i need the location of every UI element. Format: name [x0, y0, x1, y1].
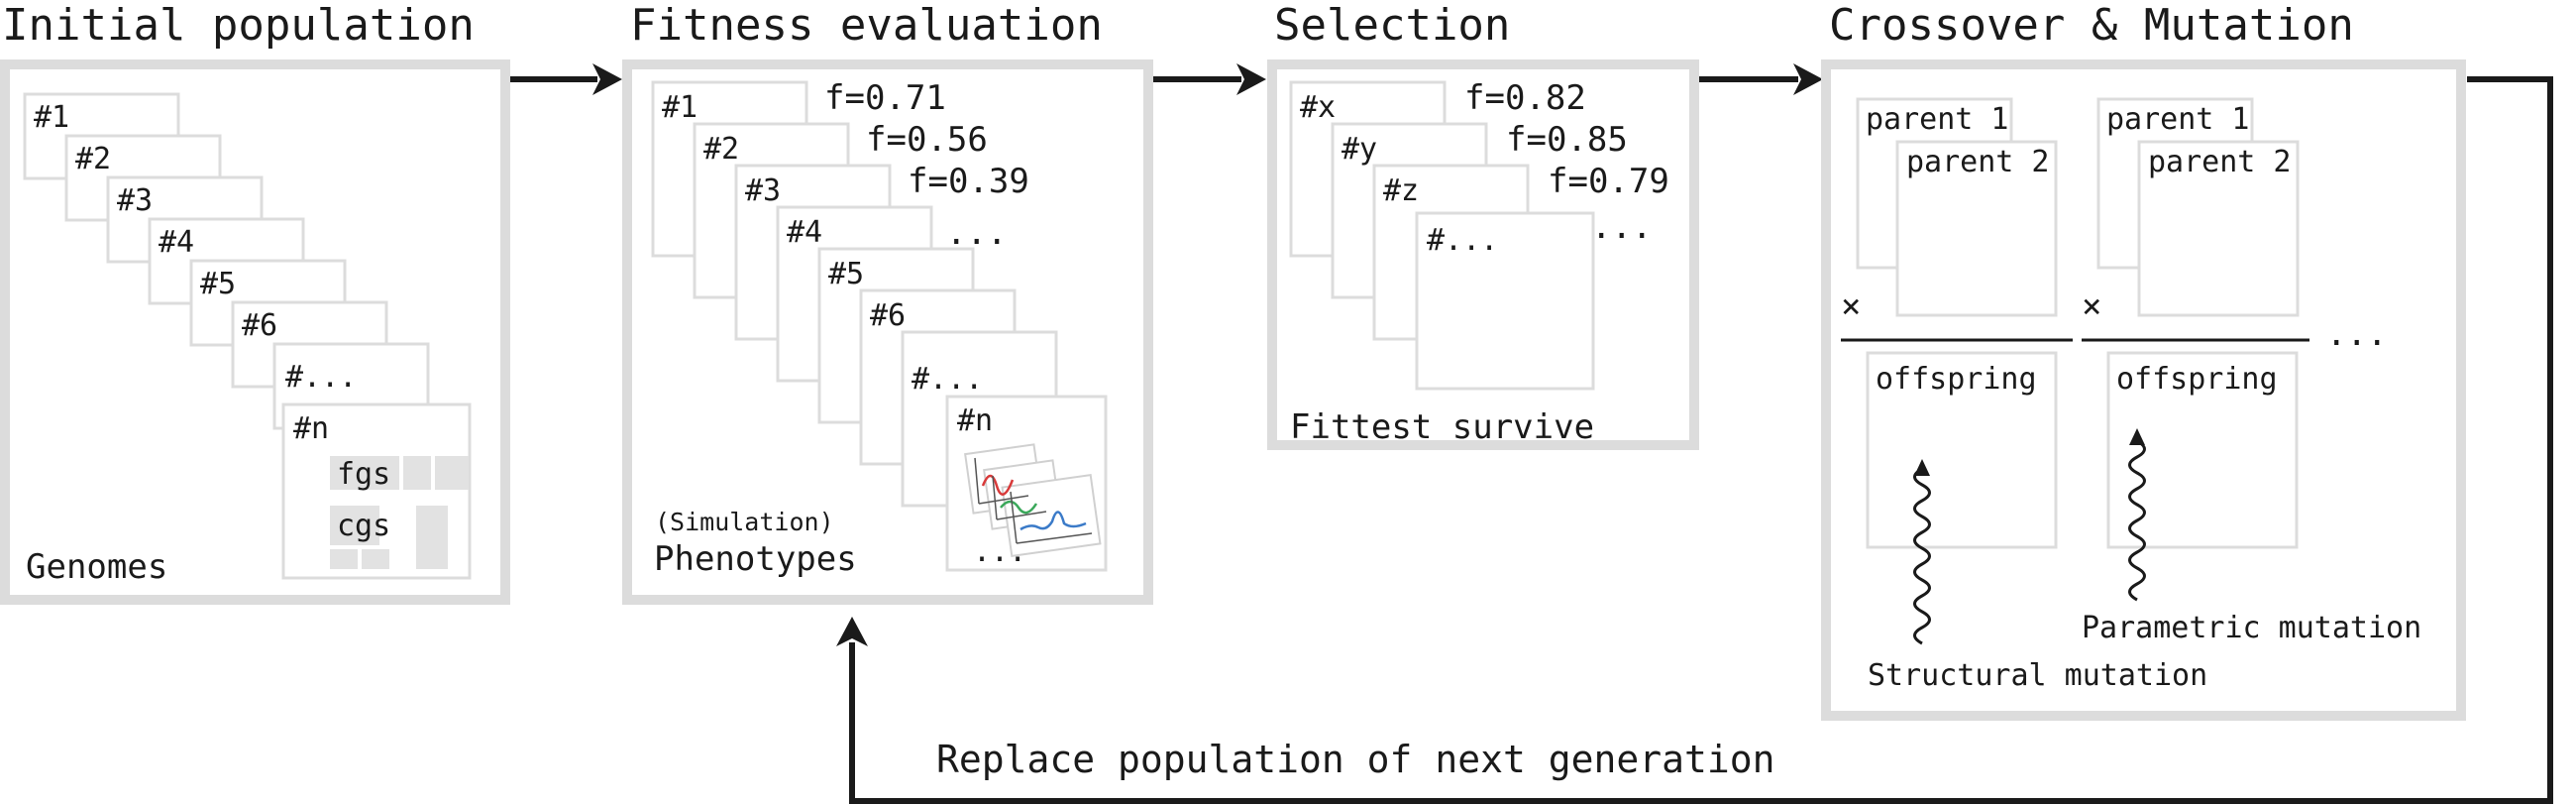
gene-label-cgs: cgs — [337, 509, 390, 543]
parametric-mutation-arrow — [2128, 439, 2146, 602]
genome-card-label: #2 — [75, 142, 111, 176]
caption-fittest-survive: Fittest survive — [1290, 407, 1594, 447]
phenotype-card-label: #3 — [745, 173, 781, 208]
gene-block — [435, 456, 469, 490]
selected-fitness-score: f=0.85 — [1506, 120, 1628, 160]
selected-fitness-score: ... — [1591, 207, 1652, 247]
genome-card-label: #... — [285, 360, 357, 395]
gene-block — [330, 506, 379, 545]
phenotype-card-label: #... — [912, 362, 983, 397]
offspring-label: offspring — [1876, 362, 2037, 397]
phenotype-card-label: #4 — [787, 215, 822, 250]
fitness-score: f=0.39 — [908, 162, 1029, 201]
flow-arrow — [1153, 63, 1266, 95]
flow-arrow — [1699, 63, 1823, 95]
gene-block — [403, 456, 431, 490]
structural-mutation-arrow — [1913, 467, 1931, 645]
gene-block — [416, 506, 448, 569]
crossover-cross-icon: × — [1841, 287, 1861, 326]
gene-label-fgs: fgs — [337, 457, 390, 492]
selected-card-stack: #x #y #z #... f=0.82 f=0.85 f=0.79 ... — [1289, 78, 1669, 391]
selected-card-label: #x — [1300, 90, 1336, 125]
phenotype-card-stack: #1 #2 #3 #4 #5 #6 #... #n f=0.71 f=0.56 … — [651, 78, 1108, 572]
phenotype-ellipsis: ... — [973, 534, 1026, 569]
phenotype-card-label: #2 — [703, 132, 739, 167]
genome-card-stack: #1 #2 #3 #4 #5 #6 #... #n fgs cgs — [23, 92, 472, 580]
phenotype-card-label: #n — [957, 403, 993, 438]
selected-fitness-score: f=0.79 — [1548, 162, 1669, 201]
caption-phenotypes: Phenotypes — [654, 539, 857, 579]
phenotype-plot-icon — [964, 443, 1102, 558]
feedback-loop-arrow — [836, 76, 2553, 804]
phenotype-card-label: #6 — [870, 298, 906, 333]
selected-card-last — [1415, 211, 1595, 391]
gene-block — [362, 549, 389, 569]
phenotype-card-label: #5 — [828, 257, 864, 291]
parametric-mutation-label: Parametric mutation — [2082, 611, 2421, 645]
parent-2-label: parent 2 — [1906, 145, 2050, 179]
structural-mutation-label: Structural mutation — [1868, 658, 2207, 693]
title-initial-population: Initial population — [2, 0, 475, 51]
genome-card-label: #n — [293, 411, 329, 446]
genome-card-label: #4 — [159, 225, 194, 260]
flow-arrow — [510, 63, 622, 95]
selected-card-label: #y — [1342, 132, 1377, 167]
crossover-ellipsis: ... — [2326, 314, 2387, 354]
fitness-score: f=0.56 — [866, 120, 988, 160]
parent-1-label: parent 1 — [1866, 102, 2009, 137]
crossover-group-1: parent 1 parent 2 × offspring Structural… — [1841, 97, 2207, 693]
fitness-score: ... — [946, 213, 1007, 253]
gene-block — [330, 549, 358, 569]
gene-block — [330, 456, 399, 490]
parent-2-label: parent 2 — [2148, 145, 2292, 179]
title-crossover-mutation: Crossover & Mutation — [1829, 0, 2354, 51]
crossover-group-2: parent 1 parent 2 × offspring Parametric… — [2082, 97, 2421, 645]
genome-card-label: #6 — [242, 308, 277, 343]
genome-card-label: #3 — [117, 183, 153, 218]
caption-simulation: (Simulation) — [655, 508, 834, 536]
phenotype-card-label: #1 — [662, 90, 698, 125]
parent-1-label: parent 1 — [2106, 102, 2250, 137]
offspring-label: offspring — [2116, 362, 2278, 397]
genome-card-label: #1 — [34, 100, 69, 135]
selected-card-label: #... — [1427, 223, 1498, 258]
caption-genomes: Genomes — [26, 547, 167, 587]
title-fitness-evaluation: Fitness evaluation — [630, 0, 1103, 51]
genome-card-label: #5 — [200, 267, 236, 301]
feedback-loop-label: Replace population of next generation — [936, 738, 1774, 781]
crossover-cross-icon: × — [2082, 287, 2101, 326]
selected-fitness-score: f=0.82 — [1464, 78, 1586, 118]
fitness-score: f=0.71 — [824, 78, 946, 118]
selected-card-label: #z — [1383, 173, 1419, 208]
title-selection: Selection — [1274, 0, 1510, 51]
